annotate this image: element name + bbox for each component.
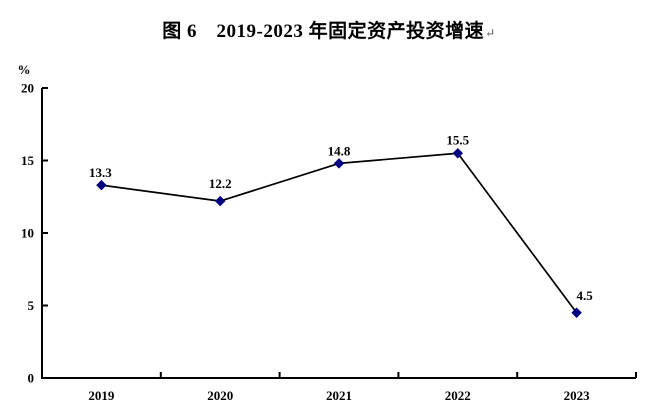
y-axis-tick-label: 10 <box>21 226 34 241</box>
x-axis-category-label: 2020 <box>207 388 233 403</box>
chart-title-text: 图 6 2019-2023 年固定资产投资增速 <box>162 21 485 42</box>
y-axis-unit-label: % <box>18 62 31 77</box>
series-line <box>101 152 578 314</box>
x-axis-category-label: 2019 <box>88 388 115 403</box>
return-mark-icon: ↵ <box>485 26 496 40</box>
data-point-marker <box>96 179 107 191</box>
y-axis-tick-label: 0 <box>28 371 35 386</box>
data-point-label: 4.5 <box>576 288 593 303</box>
data-point-label: 14.8 <box>328 143 351 158</box>
x-axis-category-label: 2022 <box>445 388 471 403</box>
data-point-marker <box>214 195 226 207</box>
data-point-marker <box>571 307 582 318</box>
data-point-marker <box>333 158 345 169</box>
axis-lines <box>41 88 636 379</box>
data-point-label: 13.3 <box>89 165 112 180</box>
chart-title: 图 6 2019-2023 年固定资产投资增速↵ <box>0 16 658 43</box>
data-point-marker <box>452 148 464 159</box>
y-axis-tick-label: 15 <box>21 153 35 168</box>
data-point-label: 12.2 <box>209 176 232 191</box>
x-axis-category-label: 2023 <box>564 388 591 403</box>
x-axis-category-label: 2021 <box>326 388 352 403</box>
y-axis-tick-label: 20 <box>21 81 34 96</box>
y-axis-tick-label: 5 <box>28 298 35 313</box>
data-point-label: 15.5 <box>446 132 469 147</box>
